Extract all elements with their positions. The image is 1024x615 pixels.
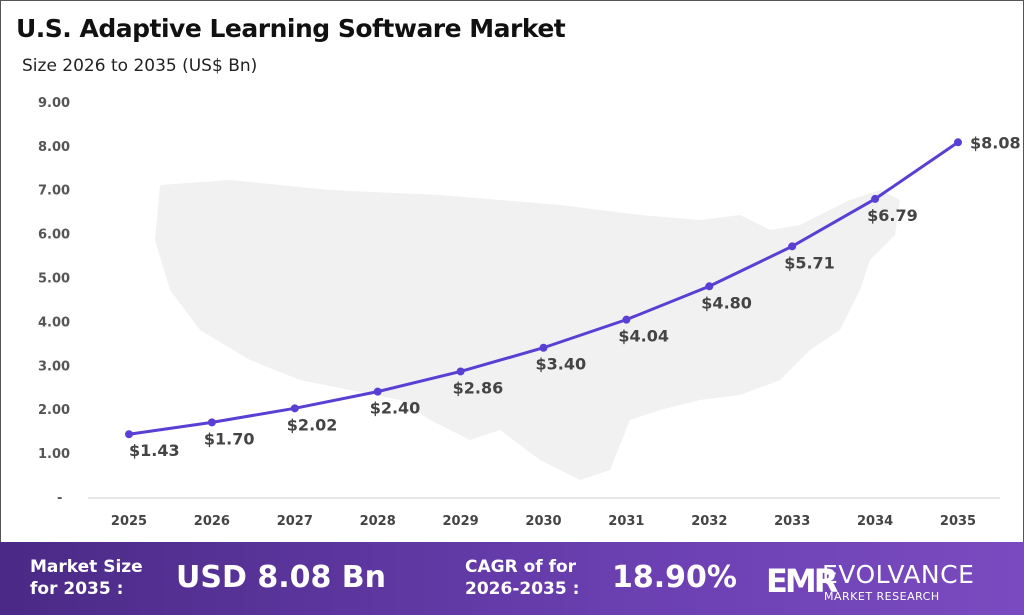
y-tick-label: 7.00 [38,184,70,199]
data-point [290,404,299,413]
data-label: $1.70 [204,429,255,448]
data-label: $2.02 [287,415,338,434]
data-label: $4.80 [701,293,752,312]
data-label: $3.40 [536,355,587,374]
x-tick-label: 2026 [194,514,230,529]
x-tick-label: 2033 [774,514,810,529]
x-tick-label: 2034 [857,514,893,529]
market-size-value: USD 8.08 Bn [176,560,386,595]
data-label: $8.08 [970,133,1021,152]
y-tick-label: 3.00 [38,359,70,374]
x-tick-label: 2031 [608,514,644,529]
evolvance-logo-name: EVOLVANCE [822,560,975,589]
cagr-label-2: 2026-2035 : [465,579,580,599]
data-label: $4.04 [618,327,669,346]
data-label: $2.40 [370,399,421,418]
evolvance-logo-mark: EMR [766,562,838,600]
y-tick-label: 6.00 [38,228,70,243]
data-label: $1.43 [129,441,180,460]
data-point [622,315,631,324]
data-label: $5.71 [784,253,835,272]
evolvance-logo-sub: MARKET RESEARCH [824,590,940,603]
data-point [125,430,133,439]
us-map-silhouette [155,180,900,480]
cagr-label-1: CAGR of for [465,557,577,577]
data-point [705,282,714,291]
footer-banner: Market Size for 2035 : USD 8.08 Bn CAGR … [0,542,1024,615]
y-tick-label: 5.00 [38,272,70,287]
y-tick-label: 9.00 [38,96,70,111]
data-point [788,242,797,251]
cagr-value: 18.90% [612,560,737,595]
x-tick-label: 2029 [443,514,479,529]
data-point [373,387,382,396]
market-size-label-1: Market Size [30,557,143,577]
x-tick-label: 2032 [691,514,727,529]
y-tick-label: 2.00 [38,403,70,418]
market-size-label-2: for 2035 : [30,579,124,599]
x-tick-label: 2027 [277,514,313,529]
line-chart: - 1.00 2.00 3.00 4.00 5.00 6.00 7.00 8.00 9.00 20… [38,96,1021,529]
data-label: $6.79 [867,206,918,225]
data-point [456,367,465,376]
chart-subtitle: Size 2026 to 2035 (US$ Bn) [22,56,258,76]
data-label: $2.86 [453,378,504,397]
y-tick-label: 4.00 [38,315,70,330]
x-tick-label: 2030 [525,514,561,529]
y-tick-label: - [57,491,62,506]
data-point [539,343,548,352]
y-tick-label: 1.00 [38,447,70,462]
data-point [871,194,880,203]
data-point [207,418,216,427]
y-tick-label: 8.00 [38,140,70,155]
x-tick-label: 2035 [940,514,976,529]
x-tick-label: 2025 [111,514,147,529]
x-tick-label: 2028 [360,514,396,529]
chart-title: U.S. Adaptive Learning Software Market [16,14,566,43]
data-point [954,138,962,147]
